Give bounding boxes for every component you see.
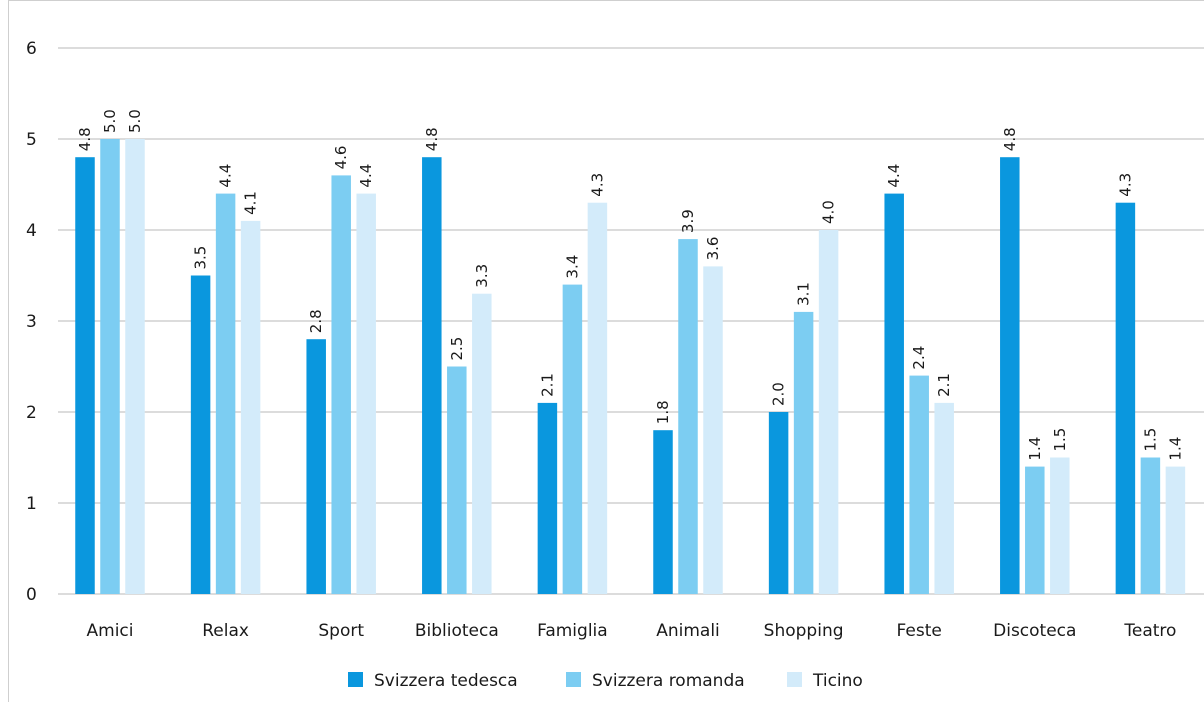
bar (537, 402, 558, 594)
bar (562, 284, 583, 594)
bar (75, 157, 95, 594)
x-category-label: Shopping (764, 621, 844, 641)
bars (75, 139, 1186, 594)
data-label: 4.3 (1116, 173, 1134, 197)
data-label: 2.4 (910, 346, 928, 370)
data-label: 4.0 (820, 200, 838, 224)
x-axis-categories: Amici Relax Sport Biblioteca Famiglia Animali… (87, 621, 1177, 641)
data-label: 4.3 (588, 173, 606, 197)
bar (1115, 202, 1136, 594)
x-category-label: Famiglia (537, 621, 608, 641)
data-label: 1.8 (654, 400, 672, 424)
bar (356, 193, 376, 594)
bar (100, 139, 120, 594)
x-category-label: Animali (656, 621, 720, 641)
data-label: 4.4 (217, 164, 235, 188)
data-label: 3.1 (795, 282, 813, 306)
data-label: 2.5 (448, 337, 466, 361)
bar (703, 266, 723, 594)
data-label: 4.4 (357, 164, 375, 188)
legend-label: Svizzera tedesca (374, 671, 518, 691)
data-label: 2.1 (538, 373, 556, 397)
y-tick-label: 2 (26, 403, 37, 423)
data-label: 2.8 (307, 309, 325, 333)
data-label: 2.1 (935, 373, 953, 397)
bar (909, 375, 929, 594)
x-category-label: Sport (318, 621, 364, 641)
data-label: 1.5 (1141, 428, 1159, 452)
bar (190, 275, 211, 594)
legend-label: Ticino (812, 671, 863, 691)
bar (422, 157, 442, 594)
bar (818, 230, 839, 594)
bar (1000, 157, 1020, 594)
data-label: 3.3 (473, 264, 491, 288)
data-label: 4.8 (1001, 127, 1019, 151)
x-category-label: Teatro (1123, 621, 1176, 641)
y-axis-ticks: 0 1 2 3 4 5 6 (26, 39, 37, 605)
x-category-label: Biblioteca (415, 621, 499, 641)
x-category-label: Relax (202, 621, 249, 641)
bar (678, 239, 698, 594)
bar (215, 193, 236, 594)
bar (587, 202, 608, 594)
y-tick-label: 4 (26, 221, 37, 241)
y-tick-label: 3 (26, 312, 37, 332)
bar (653, 430, 673, 594)
y-tick-label: 0 (26, 585, 37, 605)
data-label: 1.4 (1026, 437, 1044, 461)
bar (306, 339, 326, 594)
data-label: 3.9 (679, 209, 697, 233)
bar (793, 311, 814, 594)
bar (331, 175, 351, 594)
bar (1050, 457, 1070, 594)
data-label: 5.0 (101, 109, 119, 133)
data-label: 3.6 (704, 237, 722, 261)
legend-swatch (348, 672, 363, 687)
y-tick-label: 1 (26, 494, 37, 514)
x-category-label: Feste (897, 621, 942, 641)
bar (240, 220, 261, 594)
data-label: 4.8 (423, 127, 441, 151)
data-label: 4.4 (885, 164, 903, 188)
y-tick-label: 5 (26, 130, 37, 150)
legend-swatch (566, 672, 581, 687)
bar (1140, 457, 1161, 594)
legend-label: Svizzera romanda (592, 671, 745, 691)
data-label: 3.4 (563, 255, 581, 279)
bar (934, 402, 954, 594)
data-label: 1.4 (1166, 437, 1184, 461)
data-label: 5.0 (126, 109, 144, 133)
y-tick-label: 6 (26, 39, 37, 59)
legend: Svizzera tedesca Svizzera romanda Ticino (348, 671, 863, 691)
legend-swatch (787, 672, 802, 687)
bar (1165, 466, 1186, 594)
bar (884, 193, 904, 594)
data-label: 4.1 (242, 191, 260, 215)
data-label: 4.6 (332, 146, 350, 170)
bar (1025, 466, 1045, 594)
data-labels: 4.8 5.0 5.0 3.5 4.4 4.1 2.8 4.6 4.4 4.8 2.5 3.3 2.1 3… (76, 109, 1184, 460)
data-label: 3.5 (192, 246, 210, 270)
data-label: 1.5 (1051, 428, 1069, 452)
bar (472, 293, 492, 594)
bar (768, 412, 789, 594)
bar (447, 366, 467, 594)
bar (125, 139, 145, 594)
x-category-label: Discoteca (993, 621, 1076, 641)
data-label: 2.0 (770, 382, 788, 406)
data-label: 4.8 (76, 127, 94, 151)
x-category-label: Amici (87, 621, 134, 641)
